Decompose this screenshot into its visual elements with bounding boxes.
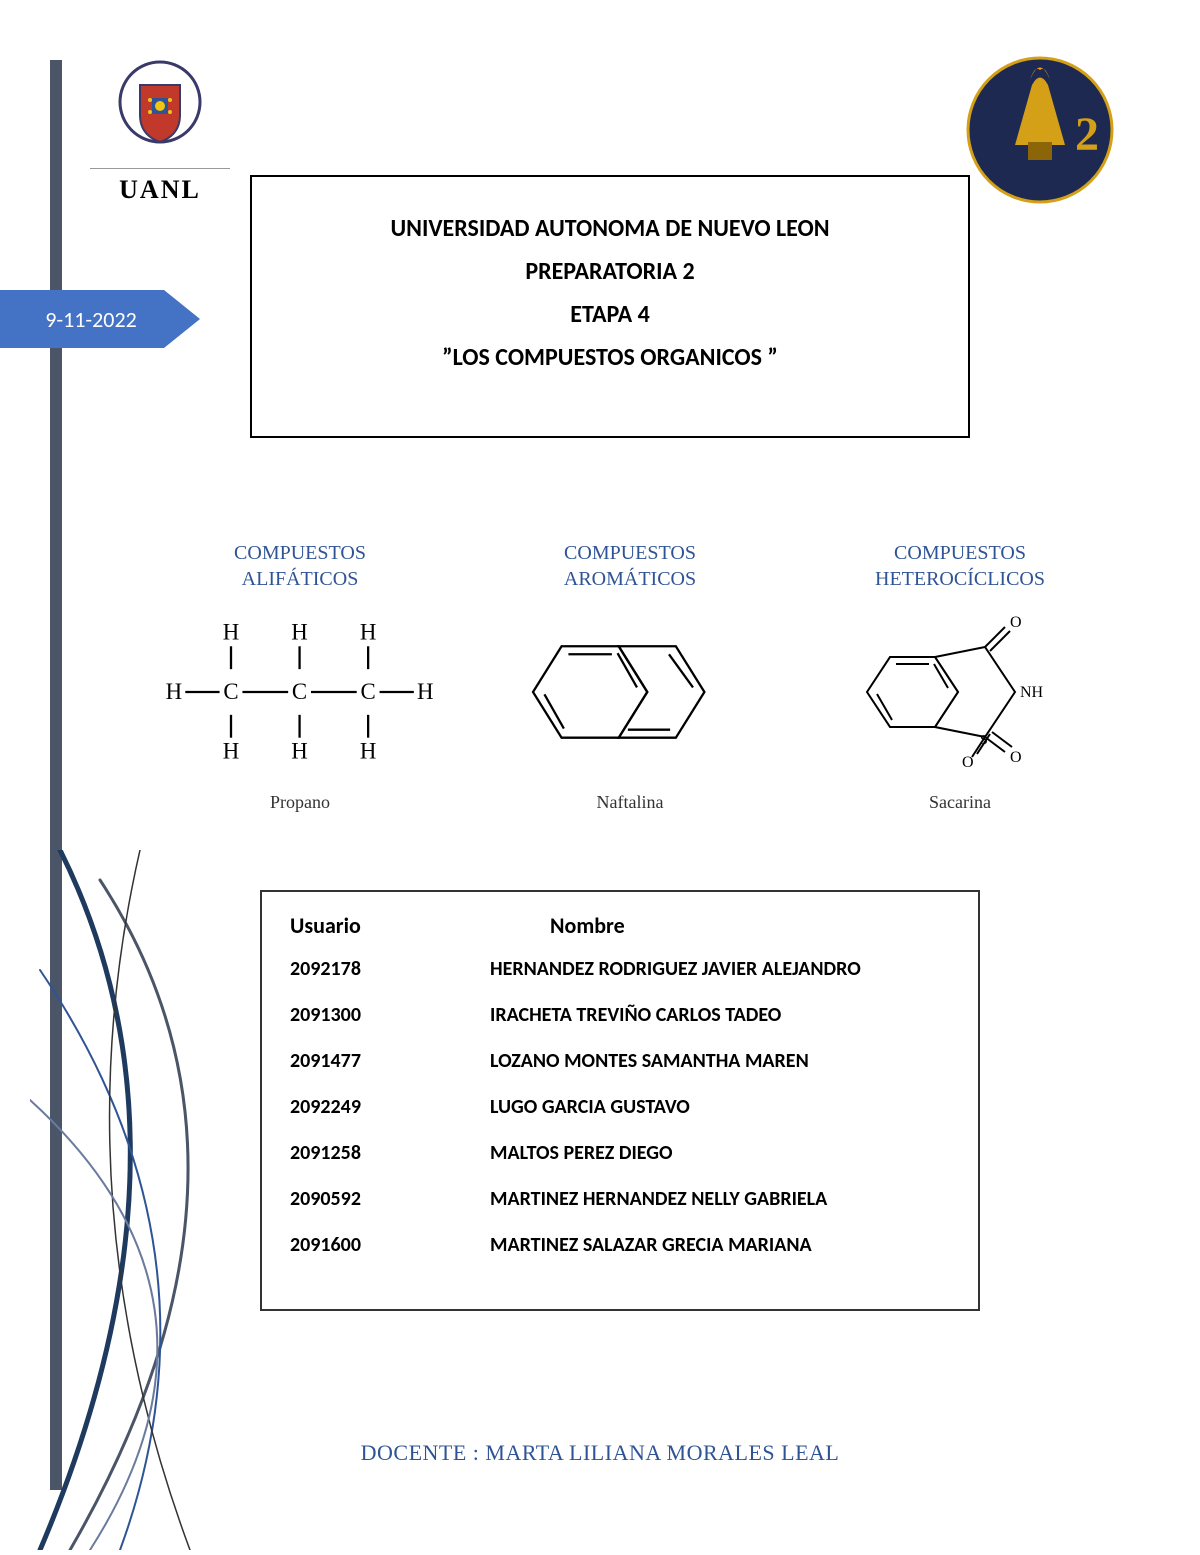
- student-name: LUGO GARCIA GUSTAVO: [490, 1095, 950, 1119]
- student-user: 2091477: [290, 1049, 490, 1073]
- svg-text:2: 2: [1075, 108, 1099, 161]
- student-user: 2092249: [290, 1095, 490, 1119]
- uanl-logo: UANL: [90, 60, 230, 205]
- student-user: 2092178: [290, 957, 490, 981]
- compound-title: COMPUESTOS ALIFÁTICOS: [150, 540, 450, 592]
- vertical-accent-bar: [50, 60, 62, 1490]
- compound-alifaticos: COMPUESTOS ALIFÁTICOS H: [150, 540, 450, 813]
- svg-text:H: H: [360, 738, 376, 763]
- student-name: HERNANDEZ RODRIGUEZ JAVIER ALEJANDRO: [490, 957, 950, 981]
- university-name: UNIVERSIDAD AUTONOMA DE NUEVO LEON: [272, 214, 948, 243]
- compound-title: COMPUESTOS AROMÁTICOS: [480, 540, 780, 592]
- school-name: PREPARATORIA 2: [272, 257, 948, 286]
- svg-text:O: O: [1010, 749, 1022, 766]
- saccharin-structure-icon: O NH S O O: [810, 612, 1110, 772]
- svg-text:H: H: [417, 679, 434, 704]
- svg-text:O: O: [962, 754, 974, 771]
- students-box: Usuario Nombre 2092178HERNANDEZ RODRIGUE…: [260, 890, 980, 1311]
- student-row: 2091600MARTINEZ SALAZAR GRECIA MARIANA: [290, 1233, 950, 1257]
- stage: ETAPA 4: [272, 300, 948, 329]
- svg-text:NH: NH: [1020, 684, 1044, 701]
- svg-text:C: C: [292, 679, 307, 704]
- project-title: ”LOS COMPUESTOS ORGANICOS ”: [272, 343, 948, 372]
- student-row: 2091477LOZANO MONTES SAMANTHA MAREN: [290, 1049, 950, 1073]
- compounds-row: COMPUESTOS ALIFÁTICOS H: [150, 540, 1110, 813]
- student-row: 2091300IRACHETA TREVIÑO CARLOS TADEO: [290, 1003, 950, 1027]
- header-usuario: Usuario: [290, 912, 490, 939]
- student-name: LOZANO MONTES SAMANTHA MAREN: [490, 1049, 950, 1073]
- student-row: 2090592MARTINEZ HERNANDEZ NELLY GABRIELA: [290, 1187, 950, 1211]
- header-nombre: Nombre: [490, 912, 950, 939]
- svg-text:Universidad Autónoma: Universidad Autónoma: [960, 50, 1007, 53]
- compound-name: Naftalina: [480, 792, 780, 813]
- student-name: MALTOS PEREZ DIEGO: [490, 1141, 950, 1165]
- compound-heterociclicos: COMPUESTOS HETEROCÍCLICOS: [810, 540, 1110, 813]
- svg-text:H: H: [223, 619, 240, 644]
- uanl-label: UANL: [90, 168, 230, 205]
- student-user: 2091258: [290, 1141, 490, 1165]
- date-text: 9-11-2022: [45, 306, 137, 333]
- svg-text:O: O: [1010, 614, 1022, 631]
- compound-name: Sacarina: [810, 792, 1110, 813]
- student-name: MARTINEZ SALAZAR GRECIA MARIANA: [490, 1233, 950, 1257]
- student-row: 2091258MALTOS PEREZ DIEGO: [290, 1141, 950, 1165]
- svg-text:S: S: [980, 733, 988, 748]
- compound-aromaticos: COMPUESTOS AROMÁTICOS Naftalina: [480, 540, 780, 813]
- students-header: Usuario Nombre: [290, 912, 950, 939]
- svg-text:C: C: [224, 679, 239, 704]
- student-row: 2092178HERNANDEZ RODRIGUEZ JAVIER ALEJAN…: [290, 957, 950, 981]
- svg-text:H: H: [360, 619, 376, 644]
- teacher-line: DOCENTE : MARTA LILIANA MORALES LEAL: [0, 1440, 1200, 1466]
- title-box: UNIVERSIDAD AUTONOMA DE NUEVO LEON PREPA…: [250, 175, 970, 438]
- preparatoria-2-logo-icon: 2 Universidad Autónoma: [960, 50, 1120, 210]
- student-user: 2091300: [290, 1003, 490, 1027]
- svg-text:H: H: [166, 679, 183, 704]
- svg-text:H: H: [292, 738, 309, 763]
- student-name: MARTINEZ HERNANDEZ NELLY GABRIELA: [490, 1187, 950, 1211]
- naphthalene-structure-icon: [480, 612, 780, 772]
- svg-text:C: C: [361, 679, 376, 704]
- propane-structure-icon: H C C C H H H H H H H: [150, 612, 450, 772]
- student-name: IRACHETA TREVIÑO CARLOS TADEO: [490, 1003, 950, 1027]
- student-row: 2092249LUGO GARCIA GUSTAVO: [290, 1095, 950, 1119]
- student-user: 2090592: [290, 1187, 490, 1211]
- compound-name: Propano: [150, 792, 450, 813]
- students-rows: 2092178HERNANDEZ RODRIGUEZ JAVIER ALEJAN…: [290, 957, 950, 1257]
- svg-text:H: H: [223, 738, 240, 763]
- uanl-shield-icon: [110, 60, 210, 160]
- student-user: 2091600: [290, 1233, 490, 1257]
- svg-text:H: H: [292, 619, 309, 644]
- compound-title: COMPUESTOS HETEROCÍCLICOS: [810, 540, 1110, 592]
- date-badge: 9-11-2022: [0, 290, 200, 348]
